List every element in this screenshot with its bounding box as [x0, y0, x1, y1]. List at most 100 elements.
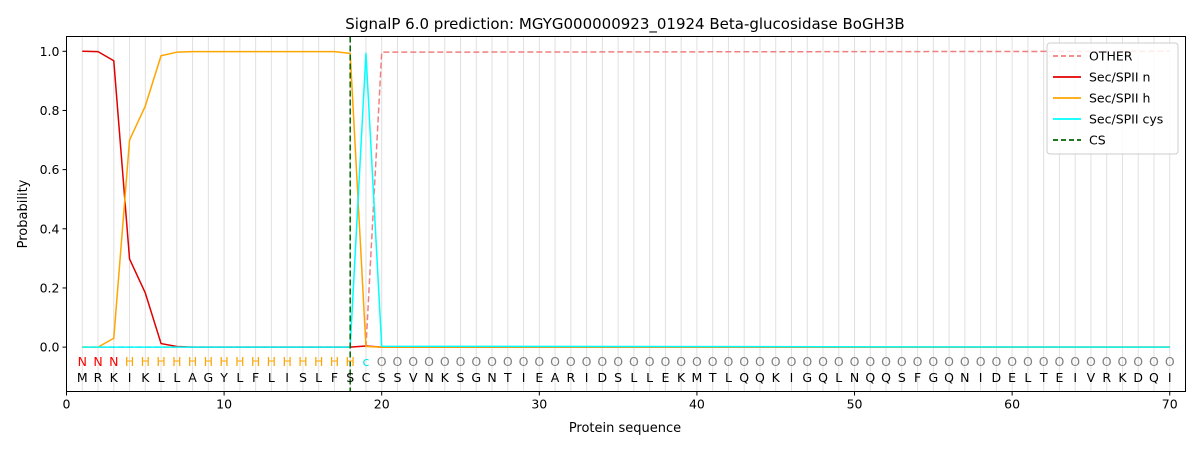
residue-label: I: [522, 370, 526, 385]
region-label: c: [363, 354, 370, 369]
region-label: O: [503, 354, 513, 369]
residue-label: S: [299, 370, 307, 385]
residue-label: V: [1087, 370, 1096, 385]
region-label: O: [1070, 354, 1080, 369]
region-label: H: [345, 354, 354, 369]
residue-label: V: [409, 370, 418, 385]
region-label: O: [629, 354, 639, 369]
region-label: O: [1039, 354, 1049, 369]
region-label: O: [550, 354, 560, 369]
region-label: O: [1023, 354, 1033, 369]
region-label: O: [676, 354, 686, 369]
residue-label: N: [960, 370, 969, 385]
residue-label: F: [331, 370, 338, 385]
region-label: O: [913, 354, 923, 369]
region-label: O: [850, 354, 860, 369]
residue-label: Q: [944, 370, 954, 385]
region-label: O: [1086, 354, 1096, 369]
region-label: O: [976, 354, 986, 369]
residue-label: L: [236, 370, 243, 385]
residue-label: L: [835, 370, 842, 385]
region-label: O: [519, 354, 529, 369]
region-label: H: [314, 354, 323, 369]
residue-label: K: [677, 370, 686, 385]
region-label: O: [692, 354, 702, 369]
residue-label: E: [1055, 370, 1063, 385]
region-label: O: [645, 354, 655, 369]
residue-label: E: [535, 370, 543, 385]
residue-label: E: [661, 370, 669, 385]
residue-label: K: [1118, 370, 1127, 385]
residue-label: K: [110, 370, 119, 385]
residue-label: Q: [1149, 370, 1159, 385]
residue-label: C: [362, 370, 371, 385]
residue-label: Q: [881, 370, 891, 385]
residue-label: I: [1073, 370, 1077, 385]
region-label: H: [172, 354, 181, 369]
region-label: O: [991, 354, 1001, 369]
residue-label: I: [979, 370, 983, 385]
residue-label: K: [772, 370, 781, 385]
residue-label: N: [424, 370, 433, 385]
legend-box: [1046, 42, 1179, 155]
residue-label: L: [173, 370, 180, 385]
x-tick-label: 0: [63, 397, 71, 412]
residue-label: D: [1133, 370, 1143, 385]
region-label: H: [251, 354, 260, 369]
residue-label: R: [94, 370, 103, 385]
region-label: O: [881, 354, 891, 369]
residue-label: S: [378, 370, 386, 385]
region-label: H: [219, 354, 228, 369]
residue-label: I: [790, 370, 794, 385]
region-label: O: [1054, 354, 1064, 369]
y-tick-label: 0.2: [40, 280, 60, 295]
residue-label: S: [898, 370, 906, 385]
region-label: H: [188, 354, 197, 369]
region-label: O: [613, 354, 623, 369]
residue-label: L: [725, 370, 732, 385]
x-tick-label: 10: [216, 397, 232, 412]
legend-label: Sec/SPII cys: [1089, 112, 1163, 127]
residue-label: F: [252, 370, 259, 385]
region-label: O: [440, 354, 450, 369]
residue-label: I: [585, 370, 589, 385]
region-label: H: [204, 354, 213, 369]
axes: 0 10 20 30 40 50 60 70 0.0 0.2 0.4 0.6 0.8 1.0: [40, 44, 1178, 412]
residue-label: M: [692, 370, 703, 385]
region-label: H: [156, 354, 165, 369]
region-label: O: [487, 354, 497, 369]
residue-label: E: [1008, 370, 1016, 385]
x-tick-label: 70: [1162, 397, 1178, 412]
region-label: H: [282, 354, 291, 369]
x-axis-label: Protein sequence: [569, 421, 681, 436]
region-label: O: [597, 354, 607, 369]
residue-label: L: [158, 370, 165, 385]
region-label: O: [724, 354, 734, 369]
y-axis-label: Probability: [16, 179, 31, 248]
residue-label: I: [128, 370, 132, 385]
region-label: O: [960, 354, 970, 369]
legend-label: OTHER: [1089, 49, 1133, 64]
series-line-sec-spii-h: [82, 50, 1170, 348]
region-label: O: [771, 354, 781, 369]
residue-label: S: [457, 370, 465, 385]
region-label: O: [1165, 354, 1175, 369]
x-tick-label: 50: [847, 397, 863, 412]
region-label: O: [408, 354, 418, 369]
residue-label: S: [394, 370, 402, 385]
region-label: H: [125, 354, 134, 369]
region-label: O: [802, 354, 812, 369]
residue-label: D: [992, 370, 1002, 385]
region-label: H: [267, 354, 276, 369]
region-label: O: [1149, 354, 1159, 369]
region-label: O: [471, 354, 481, 369]
region-label: O: [1133, 354, 1143, 369]
sequence-annotations: NMNRNKHIHKHLHLHAHGHYHLHFHLHIHSHLHFHScCOS…: [77, 354, 1175, 385]
region-label: O: [708, 354, 718, 369]
residue-label: D: [598, 370, 608, 385]
residue-label: G: [928, 370, 938, 385]
plot-lines: [82, 36, 1170, 392]
region-label: H: [330, 354, 339, 369]
